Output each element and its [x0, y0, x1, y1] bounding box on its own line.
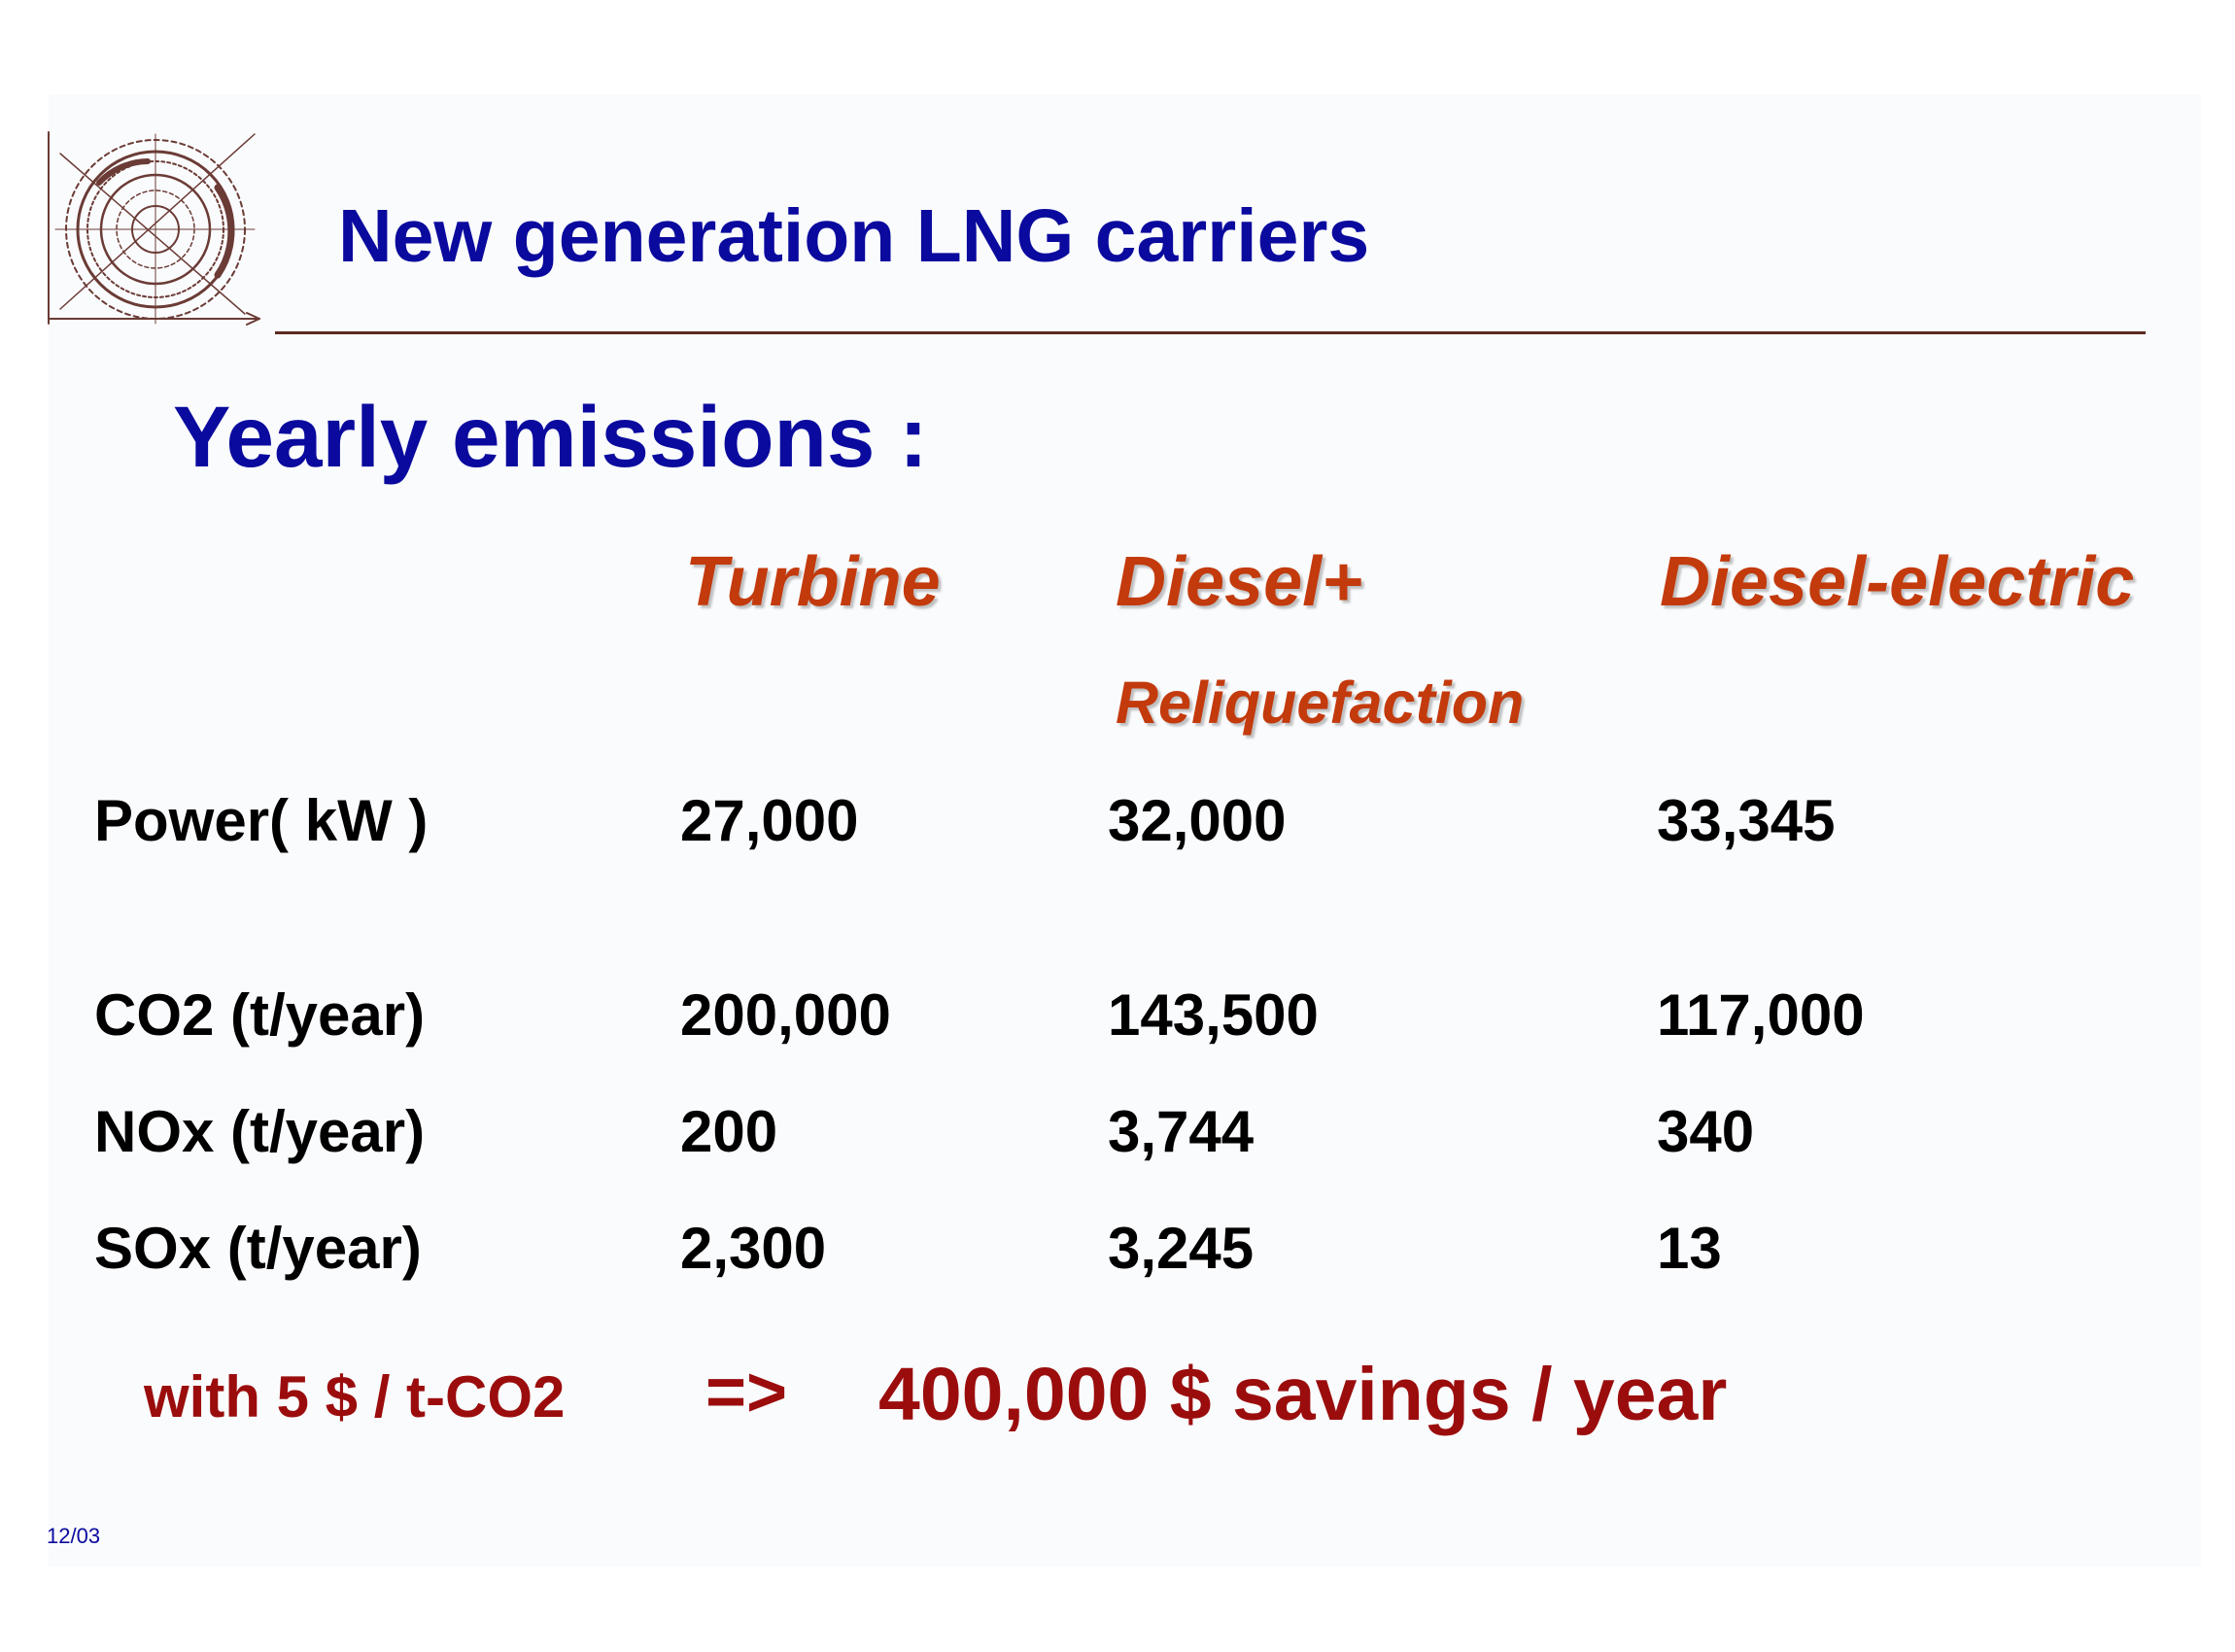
cell-co2-diesel-plus: 143,500 [1108, 982, 1319, 1048]
row-label-co2: CO2 (t/year) [94, 982, 426, 1048]
column-header-diesel-electric: Diesel-electric [1660, 543, 2135, 621]
section-heading: Yearly emissions : [173, 388, 928, 485]
slide-title: New generation LNG carriers [338, 194, 1370, 278]
slide-background [49, 94, 2201, 1566]
title-divider [275, 331, 2146, 334]
cell-nox-diesel-plus: 3,744 [1108, 1099, 1255, 1164]
cell-nox-diesel-electric: 340 [1657, 1099, 1755, 1164]
savings-result: 400,000 $ savings / year [878, 1353, 1728, 1436]
savings-arrow: => [705, 1354, 788, 1431]
cell-sox-diesel-electric: 13 [1657, 1216, 1722, 1281]
footer-date: 12/03 [47, 1524, 101, 1548]
cell-co2-turbine: 200,000 [680, 982, 891, 1048]
cell-power-diesel-plus: 32,000 [1108, 788, 1287, 853]
row-label-sox: SOx (t/year) [94, 1216, 422, 1281]
cell-sox-turbine: 2,300 [680, 1216, 827, 1281]
column-header-turbine: Turbine [685, 543, 941, 621]
savings-condition: with 5 $ / t-CO2 [144, 1364, 566, 1429]
row-label-power: Power( kW ) [94, 788, 429, 853]
column-header-diesel-plus: Diesel+ [1116, 543, 1363, 621]
company-logo-icon [48, 131, 260, 326]
cell-nox-turbine: 200 [680, 1099, 778, 1164]
cell-sox-diesel-plus: 3,245 [1108, 1216, 1255, 1281]
cell-power-diesel-electric: 33,345 [1657, 788, 1836, 853]
row-label-nox: NOx (t/year) [94, 1099, 426, 1164]
cell-co2-diesel-electric: 117,000 [1657, 982, 1865, 1048]
column-subheader-reliquefaction: Reliquefaction [1116, 670, 1525, 736]
cell-power-turbine: 27,000 [680, 788, 859, 853]
